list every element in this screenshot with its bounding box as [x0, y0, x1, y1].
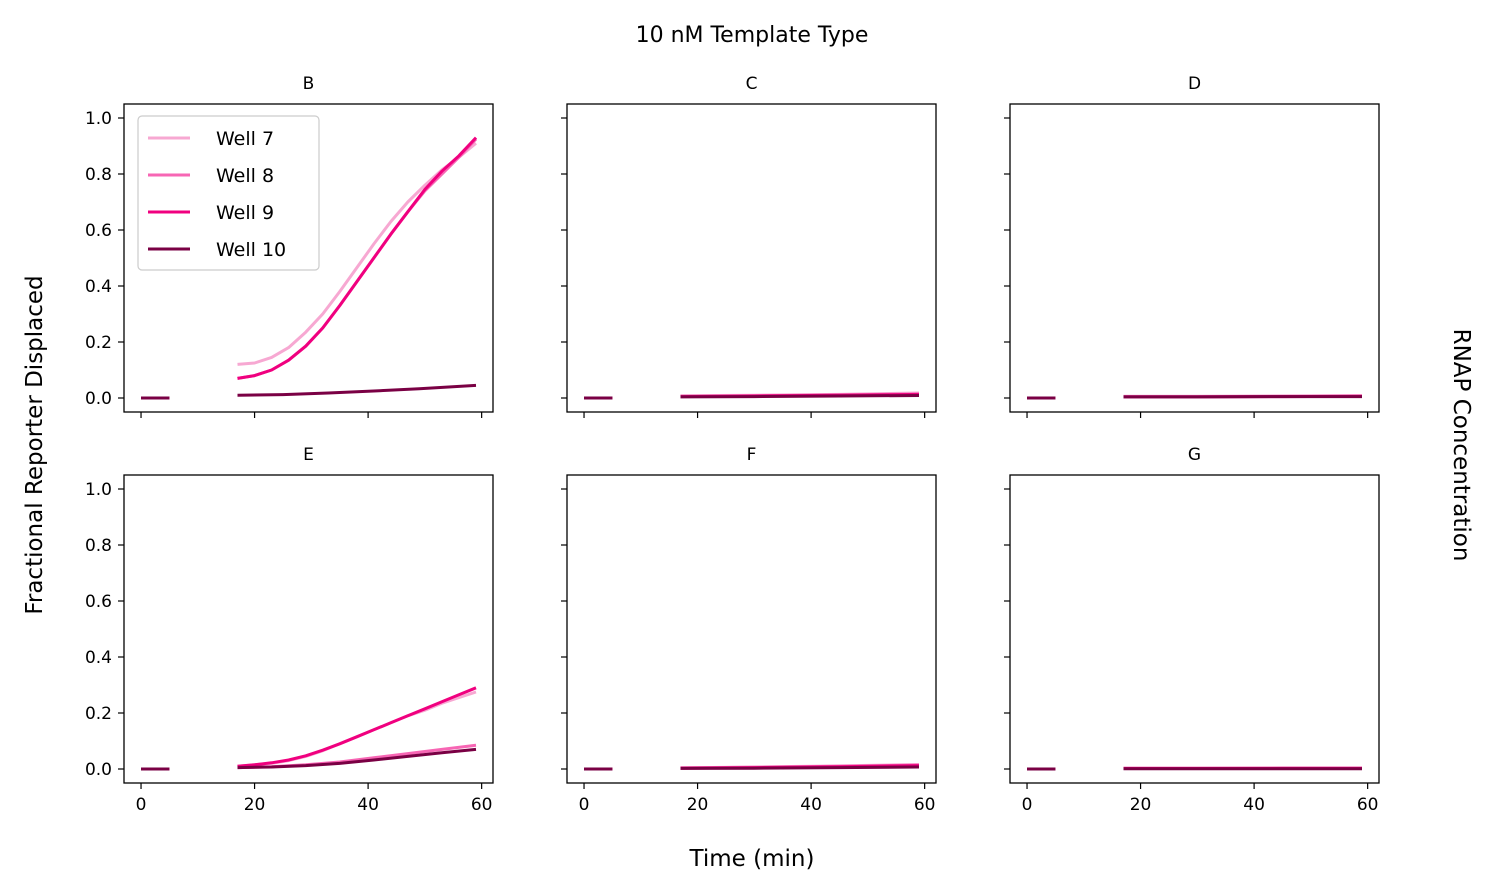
y-tick-label: 1.0: [85, 480, 112, 500]
axes-frame: [566, 103, 937, 413]
legend: Well 7 Well 8 Well 9 Well 10: [137, 115, 320, 271]
series-line-well-10: [237, 747, 477, 770]
series-line-well-7: [237, 142, 477, 366]
axes-frame: [123, 103, 494, 413]
x-tick-label: 20: [1130, 795, 1152, 815]
panel-title: D: [1188, 74, 1201, 94]
panel-d: D: [1004, 74, 1380, 418]
y-tick-label: 0.4: [85, 648, 112, 668]
panel-c: C: [561, 74, 937, 418]
y-tick-label: 0.6: [85, 592, 112, 612]
legend-box: [137, 115, 320, 271]
axes-frame: [123, 474, 494, 784]
x-tick-label: 0: [1022, 795, 1033, 815]
series-line-well-10: [680, 765, 920, 770]
x-tick-label: 60: [471, 795, 493, 815]
x-tick-label: 0: [136, 795, 147, 815]
legend-label: Well 8: [216, 165, 274, 187]
x-tick-label: 20: [244, 795, 266, 815]
x-tick-label: 60: [914, 795, 936, 815]
panel-title: F: [747, 445, 757, 465]
y-tick-label: 0.8: [85, 165, 112, 185]
axes-frame: [1009, 103, 1380, 413]
panel-title: E: [303, 445, 314, 465]
series-line-well-9: [237, 686, 477, 768]
x-tick-label: 40: [1243, 795, 1265, 815]
legend-label: Well 10: [216, 239, 286, 261]
series-line-well-10: [680, 394, 920, 399]
right-axis-label: RNAP Concentration: [1448, 329, 1474, 562]
panel-title: G: [1188, 445, 1201, 465]
axes-frame: [566, 474, 937, 784]
panel-title: B: [303, 74, 315, 94]
axes-frame: [1009, 474, 1380, 784]
x-tick-label: 40: [800, 795, 822, 815]
panel-g: G 0 20 40 60: [1004, 445, 1380, 815]
y-tick-label: 0.0: [85, 389, 112, 409]
series-line-well-9: [237, 136, 478, 380]
figure-title: 10 nM Template Type: [636, 23, 869, 48]
x-tick-label: 0: [579, 795, 590, 815]
y-tick-label: 0.0: [85, 760, 112, 780]
legend-label: Well 9: [216, 202, 274, 224]
y-tick-label: 0.2: [85, 333, 112, 353]
y-tick-label: 0.8: [85, 536, 112, 556]
y-tick-label: 0.6: [85, 221, 112, 241]
y-axis-label: Fractional Reporter Displaced: [22, 275, 48, 614]
series-line-well-10: [237, 383, 477, 397]
x-tick-label: 40: [357, 795, 379, 815]
legend-label: Well 7: [216, 128, 274, 150]
panel-f: F 0 20 40 60: [561, 445, 937, 815]
x-tick-label: 60: [1357, 795, 1379, 815]
panel-title: C: [746, 74, 758, 94]
y-tick-label: 0.2: [85, 704, 112, 724]
y-tick-label: 0.4: [85, 277, 112, 297]
y-tick-label: 1.0: [85, 109, 112, 129]
x-tick-label: 20: [687, 795, 709, 815]
x-axis-label: Time (min): [689, 846, 815, 872]
panel-e: E 0.0 0.2 0.4 0.6 0.8 1.0 0 20 40 60: [85, 445, 494, 815]
